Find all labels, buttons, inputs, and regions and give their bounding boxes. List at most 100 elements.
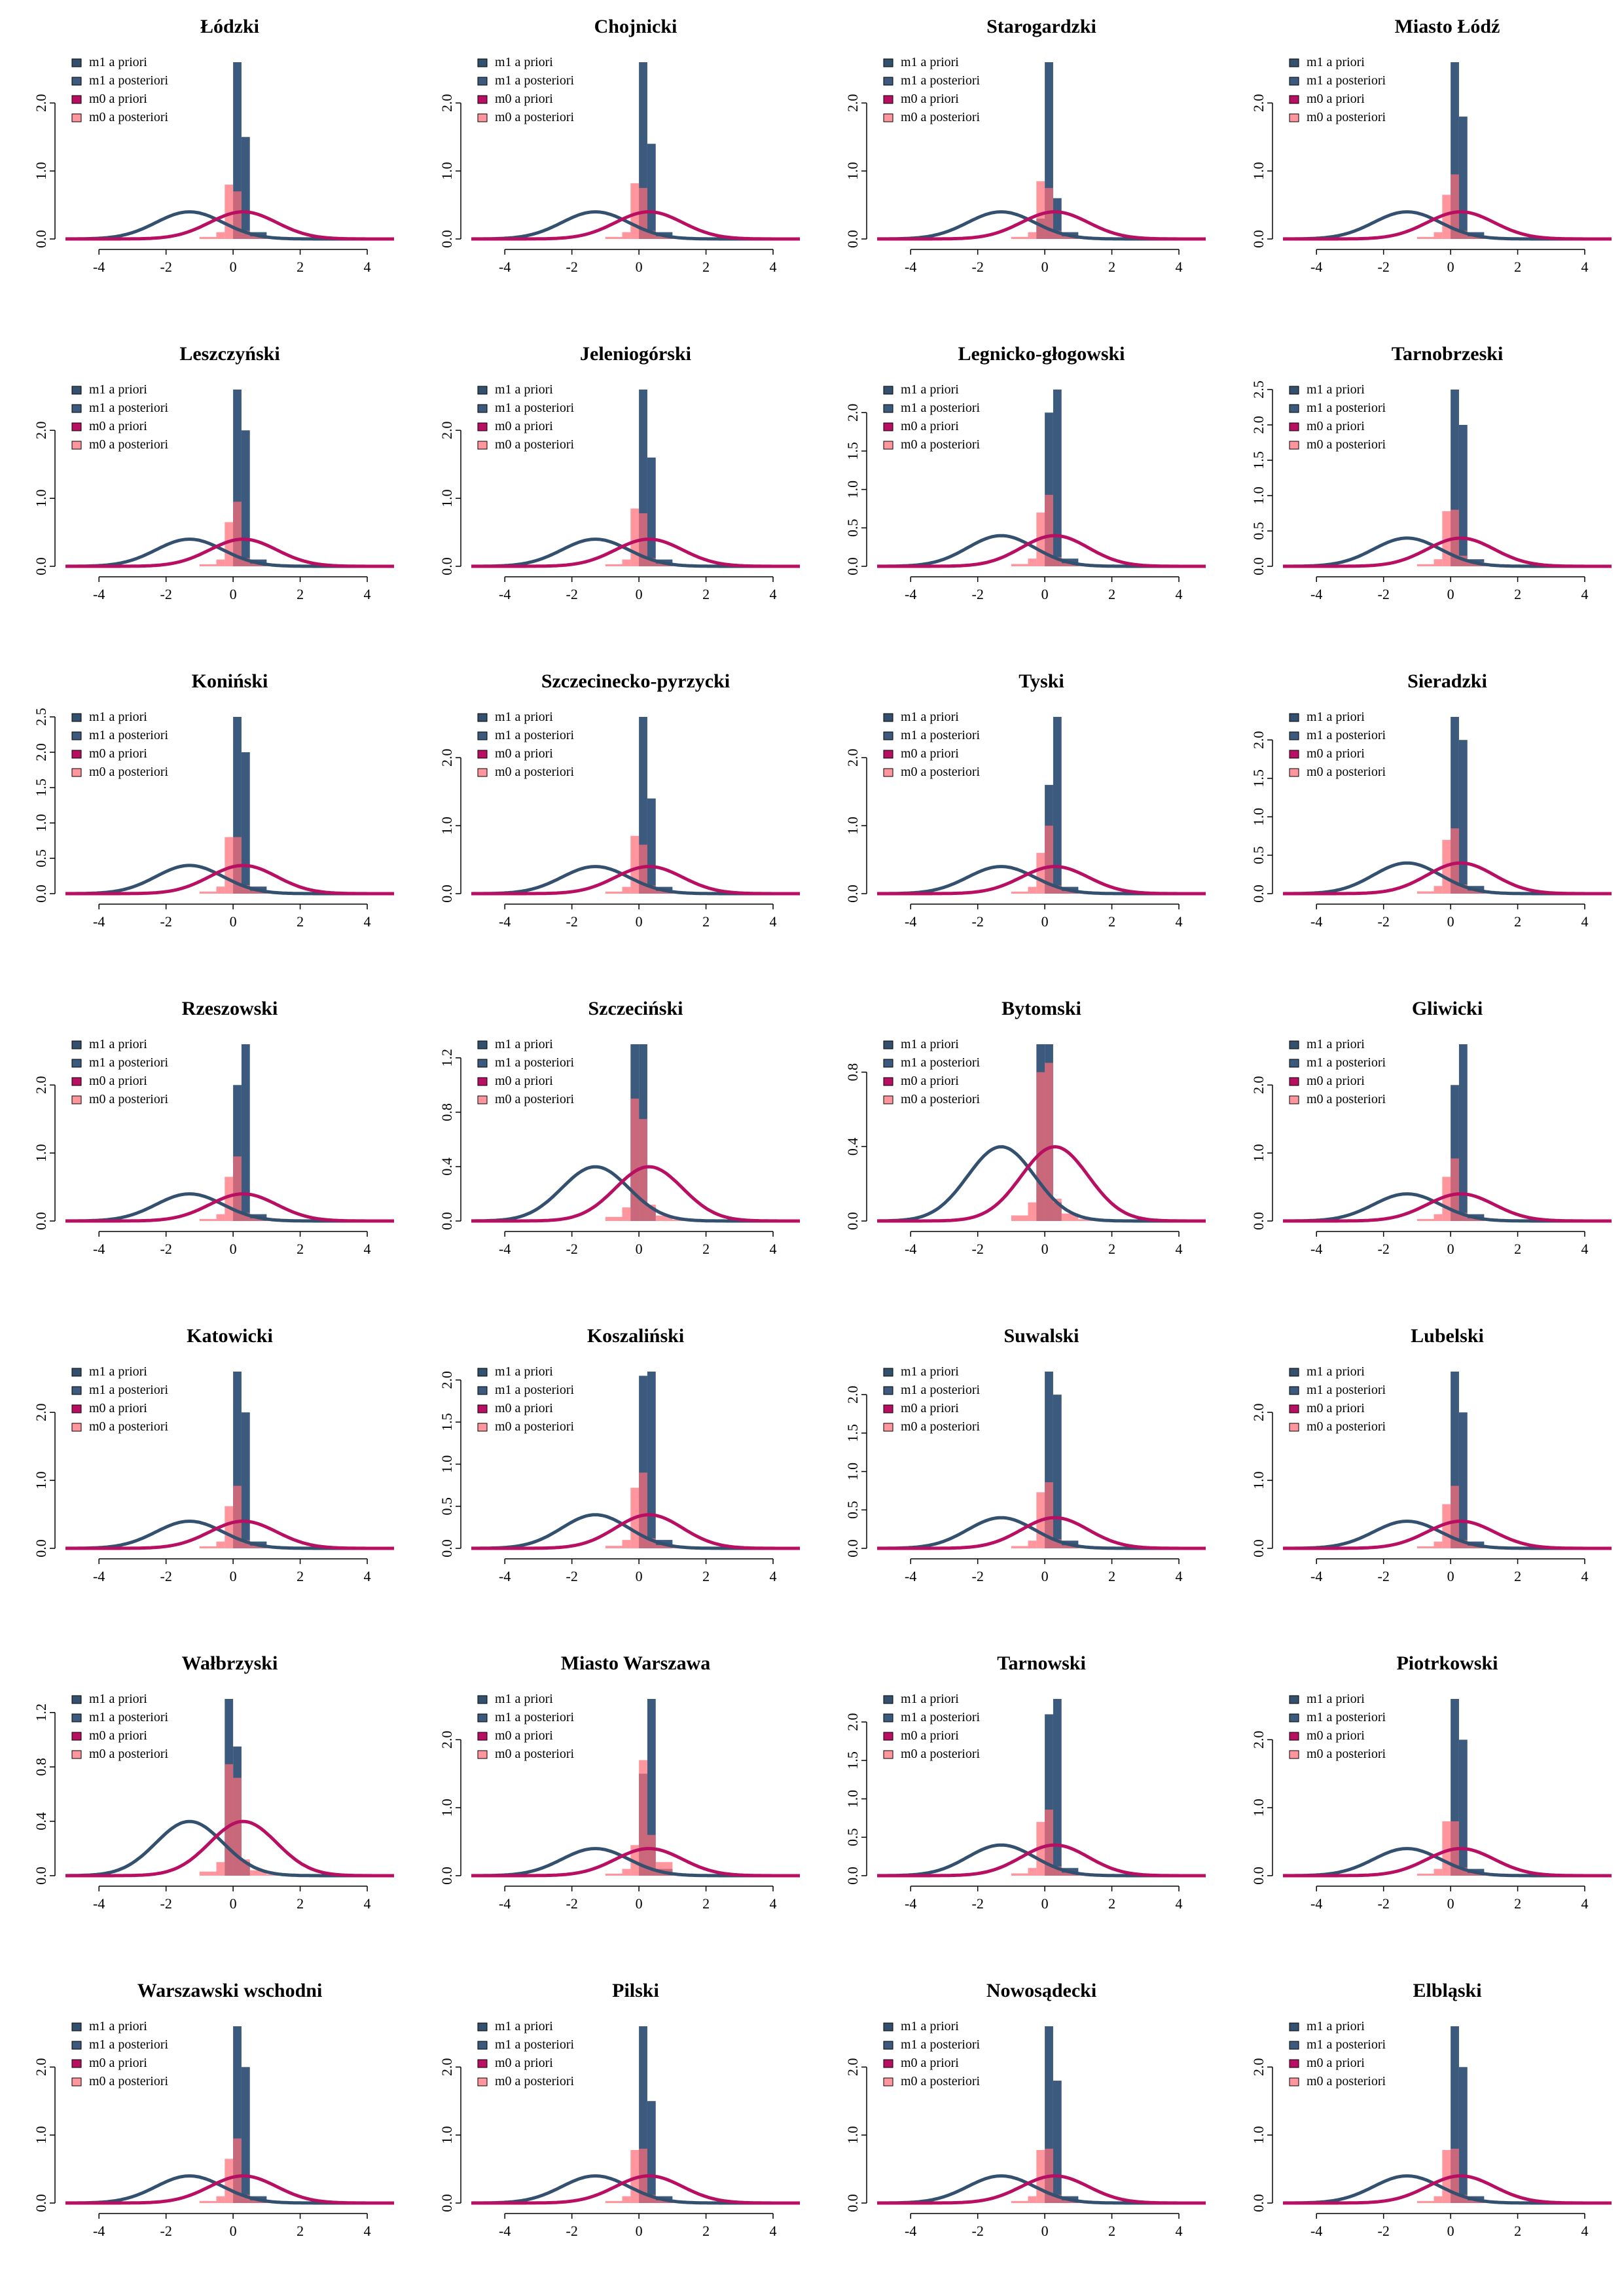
x-tick-label: 2: [1108, 1568, 1115, 1584]
m0-posterior-bar: [249, 1218, 267, 1221]
legend-label: m1 a priori: [495, 710, 553, 724]
legend-label: m0 a priori: [1307, 1728, 1365, 1743]
m0-prior-curve: [65, 538, 394, 568]
panel-title: Koniński: [192, 670, 268, 692]
legend-swatch: [477, 386, 488, 395]
x-tick-label: 2: [702, 586, 710, 602]
legend-swatch: [71, 422, 82, 431]
x-tick-label: 2: [1108, 1241, 1115, 1257]
y-tick-label: 2.0: [844, 403, 861, 422]
legend-swatch: [1289, 441, 1299, 450]
legend-swatch: [71, 750, 82, 759]
m0-posterior-bar: [1061, 1545, 1079, 1548]
m0-prior-curve: [1283, 1520, 1612, 1550]
x-tick-label: 4: [770, 586, 777, 602]
m0-posterior-bar: [655, 563, 673, 566]
y-tick-label: 0.5: [33, 849, 49, 867]
y-tick-label: 1.0: [439, 162, 455, 180]
y-tick-label: 1.0: [1250, 1471, 1267, 1489]
legend-label: m0 a priori: [89, 92, 147, 106]
x-tick-label: 4: [1176, 2223, 1183, 2239]
m1-posterior-bar: [1053, 198, 1062, 239]
m0-posterior-bar: [1434, 886, 1443, 894]
legend-label: m1 a priori: [901, 1037, 959, 1051]
panel: Jeleniogórski 0.0 1.0 2.0 -4 -2 0 2 4 m1 a priori…: [414, 327, 820, 655]
y-tick-label: 0.0: [33, 884, 49, 903]
panel-title: Chojnicki: [594, 16, 677, 37]
legend-swatch: [883, 441, 893, 450]
m0-posterior-bar: [605, 2200, 623, 2203]
legend: m1 a priori m1 a posteriori m0 a priori m0 …: [1289, 710, 1386, 779]
y-tick-label: 2.0: [844, 94, 861, 113]
x-tick-label: -2: [566, 2223, 578, 2239]
x-tick-label: -2: [566, 1895, 578, 1912]
x-tick-label: 4: [770, 1895, 777, 1912]
m0-posterior-bar: [1036, 1072, 1045, 1221]
legend: m1 a priori m1 a posteriori m0 a priori m0 …: [1289, 1037, 1386, 1106]
y-tick-label: 0.0: [439, 557, 455, 575]
m0-posterior-bar: [1036, 181, 1045, 239]
legend-swatch: [477, 1059, 488, 1068]
legend-swatch: [477, 750, 488, 759]
x-tick-label: -2: [972, 1895, 984, 1912]
panel: Miasto Łódź 0.0 1.0 2.0 -4 -2 0 2 4 m1 a priori m1…: [1225, 0, 1624, 327]
y-tick-label: 2.0: [33, 422, 49, 440]
legend-label: m1 a posteriori: [1307, 1383, 1386, 1397]
y-tick-label: 0.0: [1250, 2194, 1267, 2212]
legend: m1 a priori m1 a posteriori m0 a priori m0 …: [477, 1692, 575, 1761]
legend-swatch: [883, 1368, 893, 1377]
m0-posterior-bar: [199, 564, 217, 566]
panel-title: Suwalski: [1003, 1325, 1079, 1347]
m0-posterior-bar: [1434, 232, 1443, 239]
m0-posterior-bar: [655, 236, 673, 239]
x-tick-label: -2: [566, 259, 578, 275]
legend-swatch: [477, 77, 488, 86]
y-tick-label: 0.0: [1250, 1212, 1267, 1230]
x-tick-label: -2: [972, 913, 984, 930]
legend-label: m1 a posteriori: [1307, 73, 1386, 88]
m0-posterior-bar: [1451, 828, 1459, 894]
x-tick-label: 2: [297, 1895, 304, 1912]
x-tick-label: 4: [1176, 1568, 1183, 1584]
legend-swatch: [71, 1040, 82, 1049]
legend-label: m1 a posteriori: [89, 2037, 169, 2052]
panel-title: Koszaliński: [587, 1325, 684, 1347]
m1-posterior-bar: [1458, 1740, 1468, 1876]
m0-posterior-bar: [622, 559, 631, 566]
m0-posterior-bar: [655, 2200, 673, 2203]
legend-swatch: [1289, 2059, 1299, 2068]
y-tick-label: 2.5: [33, 708, 49, 726]
legend-swatch: [71, 1368, 82, 1377]
x-tick-label: -2: [1378, 913, 1390, 930]
x-tick-label: 0: [1041, 1568, 1049, 1584]
x-tick-label: 2: [702, 1568, 710, 1584]
legend: m1 a priori m1 a posteriori m0 a priori m0 …: [883, 2019, 981, 2088]
m0-posterior-bar: [1045, 494, 1053, 566]
legend: m1 a priori m1 a posteriori m0 a priori m0 …: [477, 382, 575, 452]
panel-title: Legnicko-głogowski: [958, 343, 1125, 365]
m0-prior-curve: [877, 865, 1206, 896]
y-tick-label: 0.0: [439, 1212, 455, 1230]
panel: Leszczyński 0.0 1.0 2.0 -4 -2 0 2 4 m1 a priori m1…: [8, 327, 414, 655]
x-tick-label: 2: [702, 913, 710, 930]
x-tick-label: 4: [364, 586, 371, 602]
panel-title: Szczecinecko-pyrzycki: [541, 670, 730, 692]
m1-posterior-bar: [1458, 117, 1468, 239]
panel-plot: Tyski 0.0 1.0 2.0 -4 -2 0 2 4 m1 a priori m1 a pos…: [844, 670, 1206, 930]
m0-prior-curve: [471, 1513, 800, 1550]
legend-swatch: [883, 1095, 893, 1104]
legend-label: m1 a posteriori: [495, 728, 575, 742]
y-tick-label: 2.0: [844, 1713, 861, 1731]
legend-label: m1 a priori: [89, 1692, 147, 1706]
legend-swatch: [883, 750, 893, 759]
m0-posterior-bar: [1416, 1218, 1434, 1221]
m0-posterior-bar: [1011, 236, 1028, 239]
x-tick-label: -2: [1378, 1568, 1390, 1584]
m0-prior-curve: [877, 1145, 1206, 1223]
panel-title: Gliwicki: [1412, 998, 1483, 1019]
x-tick-label: -2: [160, 586, 172, 602]
legend-label: m1 a priori: [89, 2019, 147, 2033]
legend-label: m1 a priori: [89, 710, 147, 724]
